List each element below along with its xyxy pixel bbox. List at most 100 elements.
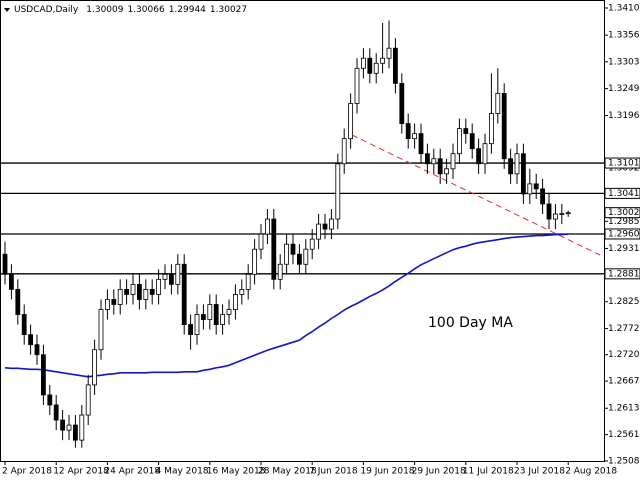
candle-body xyxy=(456,128,462,155)
candle-body xyxy=(258,233,264,250)
y-tick-label: 1.25085 xyxy=(608,457,640,467)
candle-body xyxy=(290,243,296,255)
candle-body xyxy=(309,238,315,250)
candle-body xyxy=(495,93,501,114)
plot xyxy=(2,20,571,448)
candle-body xyxy=(252,248,258,275)
x-tick-label: 7 Jun 2018 xyxy=(309,467,358,477)
levels xyxy=(0,162,604,275)
y-tick-label: 1.29315 xyxy=(608,244,640,254)
candle-body xyxy=(277,263,283,280)
axis: 1.341001.335601.330301.324951.319601.309… xyxy=(2,4,640,477)
candle-body xyxy=(92,349,97,386)
candle-body xyxy=(514,153,520,175)
level-label: 1.28810 xyxy=(608,269,640,279)
x-tick-label: 4 May 2018 xyxy=(156,467,209,477)
x-tick-label: 2 Apr 2018 xyxy=(2,467,52,477)
candle-body xyxy=(431,158,437,165)
candle-body xyxy=(348,103,354,140)
candle-body xyxy=(200,314,206,320)
close-value: 1.30027 xyxy=(210,5,247,15)
x-tick-label: 19 Jun 2018 xyxy=(360,467,414,477)
candle-body xyxy=(8,273,14,290)
candle-body xyxy=(168,273,174,285)
plot-frame xyxy=(0,0,605,462)
candle-body xyxy=(34,344,40,356)
candle-body xyxy=(181,263,187,325)
candle-body xyxy=(463,128,469,135)
price-box xyxy=(604,207,640,219)
candle-body xyxy=(482,143,488,165)
candle-body xyxy=(15,288,21,315)
price-label: 1.30027 xyxy=(608,208,640,218)
candle-body xyxy=(188,324,194,336)
menu-arrow xyxy=(4,8,10,12)
candle-body xyxy=(239,288,245,295)
y-tick-label: 1.31960 xyxy=(608,111,640,121)
candle-body xyxy=(156,278,162,295)
x-tick-label: 2 Aug 2018 xyxy=(565,467,617,477)
candle-body xyxy=(105,299,110,310)
y-tick-label: 1.33560 xyxy=(608,31,640,41)
x-tick-label: 16 May 2018 xyxy=(207,467,266,477)
candle-body xyxy=(476,148,482,165)
candle-body xyxy=(501,93,507,160)
candle-body xyxy=(220,314,226,325)
x-tick-label: 23 Jul 2018 xyxy=(514,467,565,477)
chart-header: USDCAD,Daily 1.30009 1.30066 1.29944 1.30027 xyxy=(14,5,247,15)
candle-body xyxy=(149,288,155,295)
candle-body xyxy=(98,309,104,351)
open-value: 1.30009 xyxy=(86,5,123,15)
candle-body xyxy=(360,57,366,69)
candle-body xyxy=(354,67,360,104)
symbol: USDCAD,Daily xyxy=(14,5,79,15)
level-box xyxy=(604,187,640,199)
candle-body xyxy=(175,263,181,285)
candle-body xyxy=(21,314,27,336)
y-tick-label: 1.27200 xyxy=(608,350,640,360)
candle-body xyxy=(444,168,450,175)
candle-body xyxy=(546,203,552,220)
candle-body xyxy=(207,304,213,320)
candle-body xyxy=(399,82,405,124)
level-label: 1.31014 xyxy=(608,159,640,169)
candle-body xyxy=(60,419,65,431)
y-tick-label: 1.29855 xyxy=(608,217,640,227)
candle-body xyxy=(117,288,123,305)
candle-body xyxy=(341,138,347,165)
candle-body xyxy=(335,163,341,220)
candle-body xyxy=(424,153,430,165)
candle-body xyxy=(47,394,53,406)
level-box xyxy=(604,157,640,169)
candle-body xyxy=(28,334,34,346)
candle-body xyxy=(412,133,418,140)
candle-body xyxy=(521,153,526,195)
candle-body xyxy=(194,314,200,336)
y-tick-label: 1.34100 xyxy=(608,4,640,14)
candle-body xyxy=(559,213,565,215)
candle-body xyxy=(124,288,129,295)
candle-body xyxy=(533,183,539,190)
ma-annotation: 100 Day MA xyxy=(428,315,513,331)
ma-line xyxy=(4,233,569,378)
candle-body xyxy=(303,248,309,265)
candle-body xyxy=(41,354,46,396)
candle-body xyxy=(450,153,456,170)
candle-body xyxy=(232,294,238,310)
y-tick-label: 1.32495 xyxy=(608,84,640,94)
candle-body xyxy=(162,273,168,280)
candle-body xyxy=(565,212,571,215)
candle-body xyxy=(386,47,392,59)
candle-body xyxy=(553,213,558,220)
candle-body xyxy=(527,183,533,195)
level-box xyxy=(604,268,640,280)
x-tick-label: 11 Jul 2018 xyxy=(463,467,514,477)
x-tick-label: 24 Apr 2018 xyxy=(104,467,160,477)
candle-body xyxy=(540,188,545,205)
trend-line xyxy=(351,134,601,256)
candle-body xyxy=(264,218,270,235)
candle-body xyxy=(111,299,117,305)
y-tick-label: 1.25610 xyxy=(608,430,640,440)
